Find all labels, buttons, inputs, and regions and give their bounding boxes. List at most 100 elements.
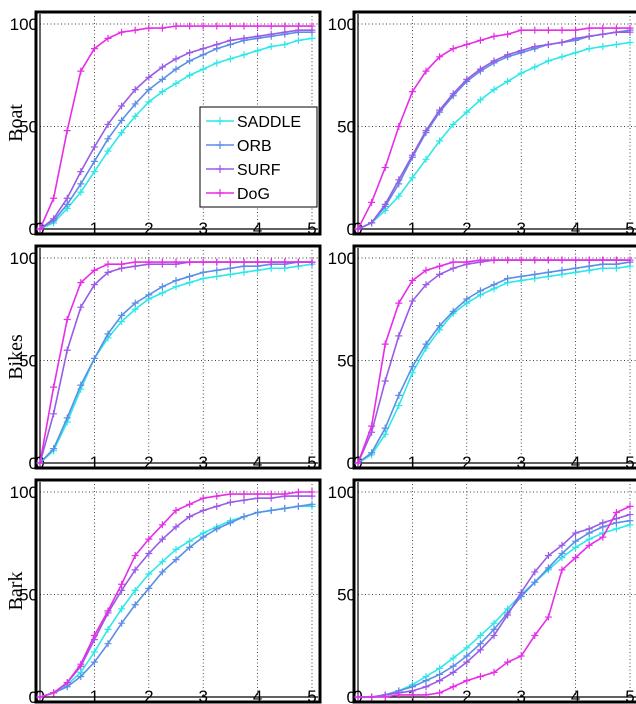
data-point-dog [463,258,471,266]
data-point-orb [422,340,430,348]
data-point-dog [422,691,430,699]
data-point-surf [449,90,457,98]
row-label-bikes: Bikes [5,334,27,380]
data-point-dog [104,34,112,42]
data-point-dog [226,490,234,498]
data-point-orb [490,281,498,289]
y-tick-label: 0 [29,688,38,704]
data-point-orb [104,135,112,143]
data-point-surf [172,523,180,531]
data-point-surf [131,86,139,94]
data-point-dog [118,580,126,588]
data-point-dog [240,22,248,30]
x-tick-label: 3 [516,687,525,704]
data-point-dog [504,658,512,666]
x-tick-label: 4 [253,687,262,704]
data-point-saddle [131,112,139,120]
data-point-orb [517,272,525,280]
y-tick-label: 50 [19,352,38,371]
legend-label-orb: ORB [237,138,272,155]
data-point-surf [408,297,416,305]
data-point-dog [531,632,539,639]
panel-frame [352,244,636,470]
data-point-orb [585,262,593,270]
data-point-orb [254,509,262,516]
data-point-orb [476,640,484,648]
data-point-dog [308,22,316,30]
x-tick-label: 1 [90,687,99,704]
data-point-dog [186,258,194,266]
data-point-orb [118,116,126,124]
data-point-dog [254,22,262,30]
data-point-orb [145,584,153,592]
x-tick-label: 4 [571,219,580,238]
data-point-saddle [558,53,566,61]
data-point-dog [294,258,302,266]
data-point-surf [463,75,471,83]
data-point-dog [517,26,525,34]
data-point-saddle [172,283,180,291]
data-point-orb [531,270,539,278]
data-point-saddle [226,270,234,278]
data-point-dog [408,691,416,699]
data-point-surf [199,506,207,514]
data-point-dog [572,26,580,34]
data-point-dog [354,693,362,701]
data-point-saddle [436,664,444,672]
data-point-surf [213,502,221,510]
data-point-orb [294,502,302,510]
data-point-surf [368,219,376,227]
data-point-dog [186,500,194,508]
data-point-dog [449,683,457,691]
data-point-saddle [118,318,126,326]
data-point-dog [368,693,376,701]
data-point-dog [254,258,262,266]
data-point-surf [381,200,389,208]
data-point-orb [50,445,58,453]
data-point-orb [158,75,166,83]
data-point-surf [422,127,430,135]
x-tick-label: 5 [307,687,316,704]
data-point-surf [50,215,58,223]
data-point-dog [395,299,403,307]
data-point-dog [544,26,552,34]
data-point-dog [131,552,139,560]
data-point-surf [145,73,153,81]
data-point-saddle [226,55,234,63]
data-point-orb [77,673,85,680]
data-point-surf [436,270,444,278]
data-point-dog [490,256,498,264]
data-point-dog [104,607,112,615]
data-point-surf [158,535,166,543]
data-point-dog [531,26,539,34]
data-point-saddle [395,192,403,200]
data-point-saddle [199,65,207,73]
data-point-surf [50,410,58,418]
data-point-surf [572,529,580,537]
data-point-orb [626,517,634,525]
data-point-orb [145,86,153,94]
data-point-dog [199,494,207,502]
data-point-surf [449,264,457,272]
data-point-orb [90,658,98,666]
data-point-surf [145,550,153,557]
x-tick-label: 5 [625,453,634,472]
data-point-dog [368,198,376,206]
data-point-dog [172,22,180,30]
data-point-orb [449,307,457,315]
data-point-orb [63,200,71,208]
data-point-dog [199,22,207,30]
legend-marker-surf [216,165,224,173]
data-point-dog [381,693,389,701]
data-point-dog [50,383,58,391]
data-point-dog [436,262,444,270]
y-tick-label: 0 [347,220,356,239]
data-point-orb [172,556,180,564]
y-tick-label: 100 [10,249,38,268]
panel-frame [352,478,636,704]
data-point-dog [599,256,607,264]
data-point-saddle [381,430,389,438]
data-point-orb [558,266,566,274]
data-point-saddle [408,174,416,182]
